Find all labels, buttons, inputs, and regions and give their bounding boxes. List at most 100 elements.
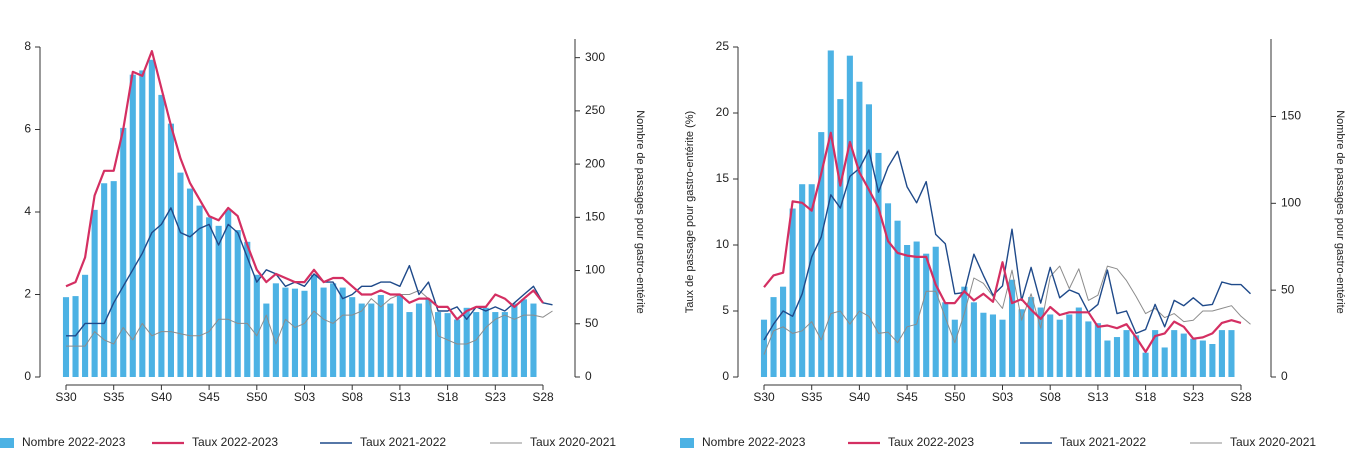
x-tick-label: S45 [198, 390, 220, 404]
bar [158, 94, 165, 377]
line [763, 131, 1242, 353]
bar [942, 302, 949, 377]
bar [913, 241, 920, 377]
bar [339, 287, 346, 377]
bar [196, 205, 203, 377]
x-tick-label: S03 [294, 390, 316, 404]
y-tick-label: 20 [716, 105, 730, 119]
bar [110, 181, 117, 377]
x-tick-label: S35 [103, 390, 125, 404]
x-tick-label: S28 [532, 390, 554, 404]
legend-label: Taux 2021-2022 [1060, 435, 1146, 449]
line [763, 149, 1251, 341]
y2-axis-label: Nombre de passages pour gastro-entérite [634, 110, 646, 314]
bar [186, 188, 194, 377]
bar [482, 307, 489, 377]
bar [301, 290, 308, 377]
bar [167, 123, 174, 377]
legend-swatch [0, 438, 14, 448]
bar [358, 303, 365, 377]
y-tick-label: 15 [716, 171, 730, 185]
x-tick-label: S13 [1087, 390, 1109, 404]
bar [530, 303, 537, 377]
bar [82, 274, 89, 377]
bar [884, 203, 892, 377]
legend-label: Taux 2021-2022 [360, 435, 446, 449]
bar [425, 299, 432, 377]
bar [72, 296, 79, 377]
bar [120, 127, 127, 377]
y2-tick-label: 300 [585, 50, 605, 64]
bar [387, 303, 394, 377]
bar [865, 104, 872, 377]
y2-tick-label: 150 [1281, 109, 1301, 123]
bar [856, 81, 863, 377]
bar [1228, 330, 1235, 377]
bar [406, 312, 413, 377]
legend-label: Nombre 2022-2023 [702, 435, 806, 449]
y2-tick-label: 100 [585, 263, 605, 277]
x-tick-label: S18 [1135, 390, 1157, 404]
bar [1142, 352, 1149, 377]
y2-tick-label: 50 [585, 316, 599, 330]
y-tick-label: 0 [722, 369, 729, 383]
bar [91, 209, 98, 377]
x-tick-label: S30 [55, 390, 77, 404]
bar [1047, 314, 1054, 377]
bar [980, 312, 987, 377]
bar [951, 319, 958, 377]
line [66, 289, 553, 347]
bar [827, 50, 834, 377]
x-tick-label: S40 [151, 390, 173, 404]
legend-label: Taux 2022-2023 [192, 435, 278, 449]
bar [1161, 347, 1168, 377]
legend-label: Taux 2022-2023 [888, 435, 974, 449]
bar [1094, 323, 1101, 377]
bar [1104, 340, 1111, 377]
bar [1199, 340, 1206, 377]
x-tick-label: S03 [992, 390, 1014, 404]
x-tick-label: S13 [389, 390, 411, 404]
bar [148, 59, 155, 377]
bar [1171, 330, 1178, 377]
x-tick-label: S50 [944, 390, 966, 404]
bar [799, 184, 806, 377]
bar [415, 303, 423, 377]
legend-swatch [680, 438, 694, 448]
bar [894, 220, 901, 377]
bar [789, 208, 796, 377]
bar [770, 297, 777, 377]
bar [1152, 330, 1159, 377]
y2-tick-label: 250 [585, 103, 605, 117]
x-tick-label: S23 [485, 390, 507, 404]
bar [473, 312, 480, 377]
bar [501, 312, 508, 377]
bar [1075, 307, 1082, 377]
x-tick-label: S35 [801, 390, 823, 404]
bar [330, 283, 337, 377]
bar [818, 132, 825, 377]
legend-label: Nombre 2022-2023 [22, 435, 126, 449]
bar [1123, 330, 1130, 377]
bar [1085, 321, 1092, 377]
y-tick-label: 25 [716, 39, 730, 53]
bar [139, 70, 146, 377]
bar [444, 313, 451, 377]
bar [244, 241, 251, 377]
y2-tick-label: 200 [585, 156, 605, 170]
bar [225, 209, 232, 377]
bar [923, 253, 930, 377]
y2-tick-label: 150 [585, 209, 605, 223]
bar [396, 295, 403, 377]
bar [234, 230, 241, 377]
bar [989, 314, 997, 377]
bar [454, 319, 461, 377]
bar [349, 297, 356, 377]
bar [520, 299, 527, 377]
bar [1056, 319, 1063, 377]
x-tick-label: S23 [1183, 390, 1205, 404]
legend-label: Taux 2020-2021 [530, 435, 616, 449]
bar [932, 246, 939, 377]
bar [263, 303, 270, 377]
